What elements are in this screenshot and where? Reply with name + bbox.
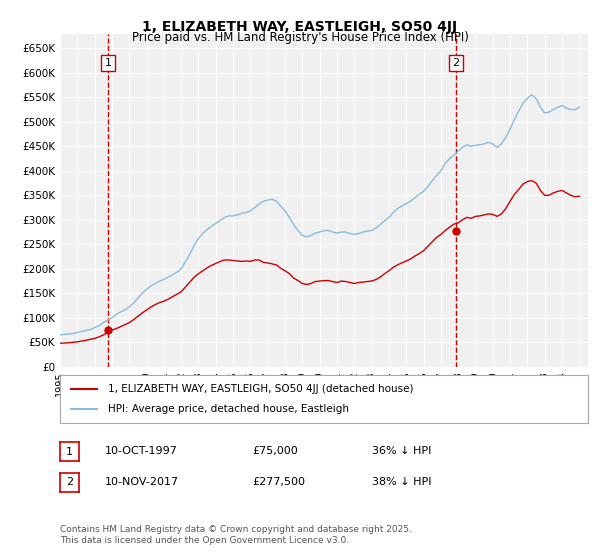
Text: £75,000: £75,000 — [252, 446, 298, 456]
Text: 1: 1 — [104, 58, 112, 68]
Text: 36% ↓ HPI: 36% ↓ HPI — [372, 446, 431, 456]
Text: 10-NOV-2017: 10-NOV-2017 — [105, 477, 179, 487]
Text: Price paid vs. HM Land Registry's House Price Index (HPI): Price paid vs. HM Land Registry's House … — [131, 31, 469, 44]
Text: 2: 2 — [452, 58, 460, 68]
Text: 1, ELIZABETH WAY, EASTLEIGH, SO50 4JJ: 1, ELIZABETH WAY, EASTLEIGH, SO50 4JJ — [142, 20, 458, 34]
Text: 10-OCT-1997: 10-OCT-1997 — [105, 446, 178, 456]
Text: Contains HM Land Registry data © Crown copyright and database right 2025.
This d: Contains HM Land Registry data © Crown c… — [60, 525, 412, 545]
Text: 1, ELIZABETH WAY, EASTLEIGH, SO50 4JJ (detached house): 1, ELIZABETH WAY, EASTLEIGH, SO50 4JJ (d… — [107, 384, 413, 394]
Text: 2: 2 — [66, 478, 73, 487]
Text: £277,500: £277,500 — [252, 477, 305, 487]
Text: HPI: Average price, detached house, Eastleigh: HPI: Average price, detached house, East… — [107, 404, 349, 414]
Text: 38% ↓ HPI: 38% ↓ HPI — [372, 477, 431, 487]
Text: 1: 1 — [66, 447, 73, 456]
